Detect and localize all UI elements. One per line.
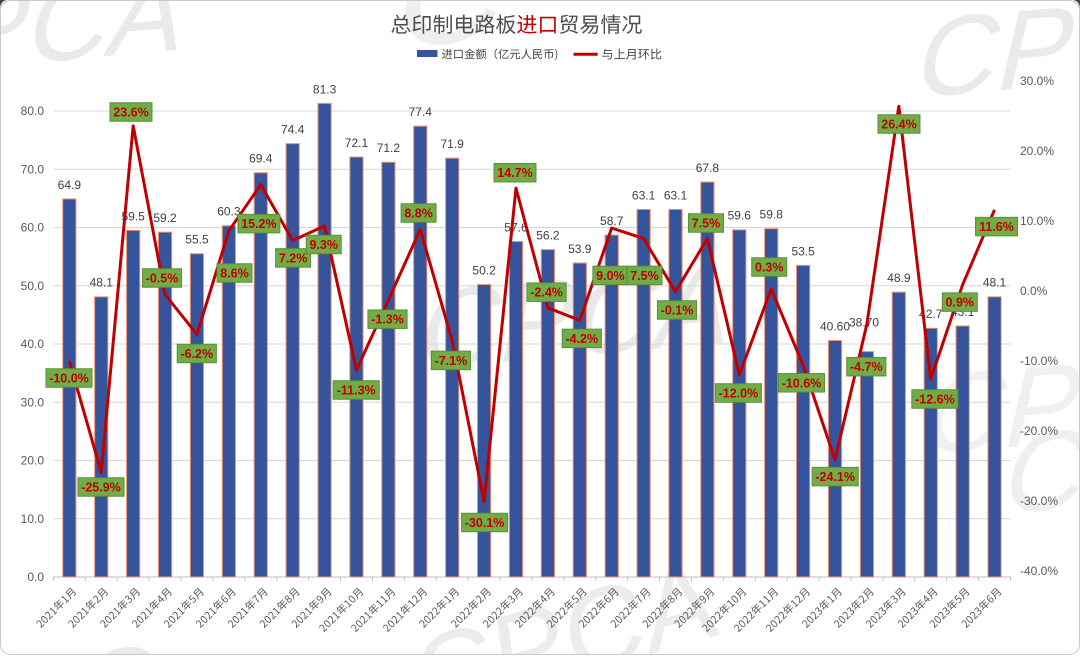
svg-text:77.4: 77.4 [409, 105, 433, 119]
svg-text:0.3%: 0.3% [755, 261, 784, 275]
svg-text:71.9: 71.9 [441, 137, 465, 151]
svg-text:-30.1%: -30.1% [465, 516, 505, 530]
svg-text:0.0%: 0.0% [1020, 284, 1048, 298]
svg-text:-10.6%: -10.6% [782, 376, 822, 390]
svg-text:59.5: 59.5 [121, 209, 145, 223]
svg-text:9.3%: 9.3% [309, 238, 338, 252]
svg-text:30.0%: 30.0% [1020, 74, 1054, 88]
svg-text:CPCA: CPCA [905, 0, 1080, 123]
svg-text:-40.0%: -40.0% [1020, 564, 1058, 578]
svg-text:-2.4%: -2.4% [530, 286, 563, 300]
svg-text:-20.0%: -20.0% [1020, 424, 1058, 438]
svg-text:63.1: 63.1 [664, 188, 688, 202]
svg-text:63.1: 63.1 [632, 188, 656, 202]
svg-text:40.60: 40.60 [820, 319, 850, 333]
svg-text:-6.2%: -6.2% [180, 347, 213, 361]
svg-text:9.0%: 9.0% [596, 269, 625, 283]
svg-text:67.8: 67.8 [696, 161, 720, 175]
svg-text:-1.3%: -1.3% [371, 313, 404, 327]
svg-text:81.3: 81.3 [313, 82, 337, 96]
svg-text:80.0: 80.0 [21, 104, 45, 118]
svg-text:-25.9%: -25.9% [81, 481, 121, 495]
svg-text:64.9: 64.9 [58, 178, 82, 192]
svg-text:48.1: 48.1 [983, 276, 1007, 290]
svg-text:-24.1%: -24.1% [815, 470, 855, 484]
svg-text:-10.0%: -10.0% [49, 372, 89, 386]
svg-text:74.4: 74.4 [281, 123, 305, 137]
svg-text:23.6%: 23.6% [113, 106, 148, 120]
svg-text:-7.1%: -7.1% [435, 354, 468, 368]
svg-text:14.7%: 14.7% [497, 166, 532, 180]
svg-text:11.6%: 11.6% [979, 220, 1014, 234]
svg-text:59.2: 59.2 [153, 211, 177, 225]
svg-text:-11.3%: -11.3% [337, 384, 376, 398]
svg-text:-30.0%: -30.0% [1020, 494, 1058, 508]
svg-text:56.2: 56.2 [536, 229, 560, 243]
svg-text:38.70: 38.70 [849, 315, 879, 329]
svg-text:7.2%: 7.2% [279, 251, 308, 265]
svg-text:59.8: 59.8 [760, 208, 784, 222]
svg-text:50.2: 50.2 [472, 263, 496, 277]
svg-text:53.5: 53.5 [791, 244, 815, 258]
svg-text:60.3: 60.3 [217, 205, 241, 219]
svg-text:20.0%: 20.0% [1020, 144, 1054, 158]
svg-text:-0.5%: -0.5% [146, 272, 179, 286]
svg-text:59.6: 59.6 [728, 209, 752, 223]
svg-text:-12.6%: -12.6% [915, 393, 955, 407]
svg-text:-12.0%: -12.0% [719, 387, 759, 401]
svg-text:0.9%: 0.9% [946, 296, 975, 310]
svg-text:55.5: 55.5 [185, 233, 209, 247]
svg-text:60.0: 60.0 [21, 221, 45, 235]
svg-text:15.2%: 15.2% [241, 217, 276, 231]
svg-text:-0.1%: -0.1% [661, 304, 694, 318]
svg-text:71.2: 71.2 [377, 141, 401, 155]
svg-text:53.9: 53.9 [568, 242, 592, 256]
svg-text:0.0: 0.0 [27, 570, 44, 584]
svg-text:-10.0%: -10.0% [1020, 354, 1058, 368]
svg-text:50.0: 50.0 [21, 279, 45, 293]
svg-text:8.8%: 8.8% [404, 207, 433, 221]
svg-text:20.0: 20.0 [21, 454, 45, 468]
svg-text:10.0%: 10.0% [1020, 214, 1054, 228]
svg-text:10.0: 10.0 [21, 512, 45, 526]
svg-text:69.4: 69.4 [249, 152, 273, 166]
svg-text:7.5%: 7.5% [630, 269, 659, 283]
svg-text:70.0: 70.0 [21, 162, 45, 176]
svg-text:72.1: 72.1 [345, 136, 369, 150]
svg-text:8.6%: 8.6% [220, 267, 249, 281]
svg-text:40.0: 40.0 [21, 337, 45, 351]
svg-text:7.5%: 7.5% [692, 217, 721, 231]
svg-text:48.9: 48.9 [887, 271, 911, 285]
svg-text:-4.2%: -4.2% [565, 332, 598, 346]
svg-text:26.4%: 26.4% [881, 118, 916, 132]
svg-text:58.7: 58.7 [600, 214, 624, 228]
svg-text:48.1: 48.1 [90, 276, 114, 290]
svg-text:-4.7%: -4.7% [850, 360, 883, 374]
svg-text:30.0: 30.0 [21, 395, 45, 409]
